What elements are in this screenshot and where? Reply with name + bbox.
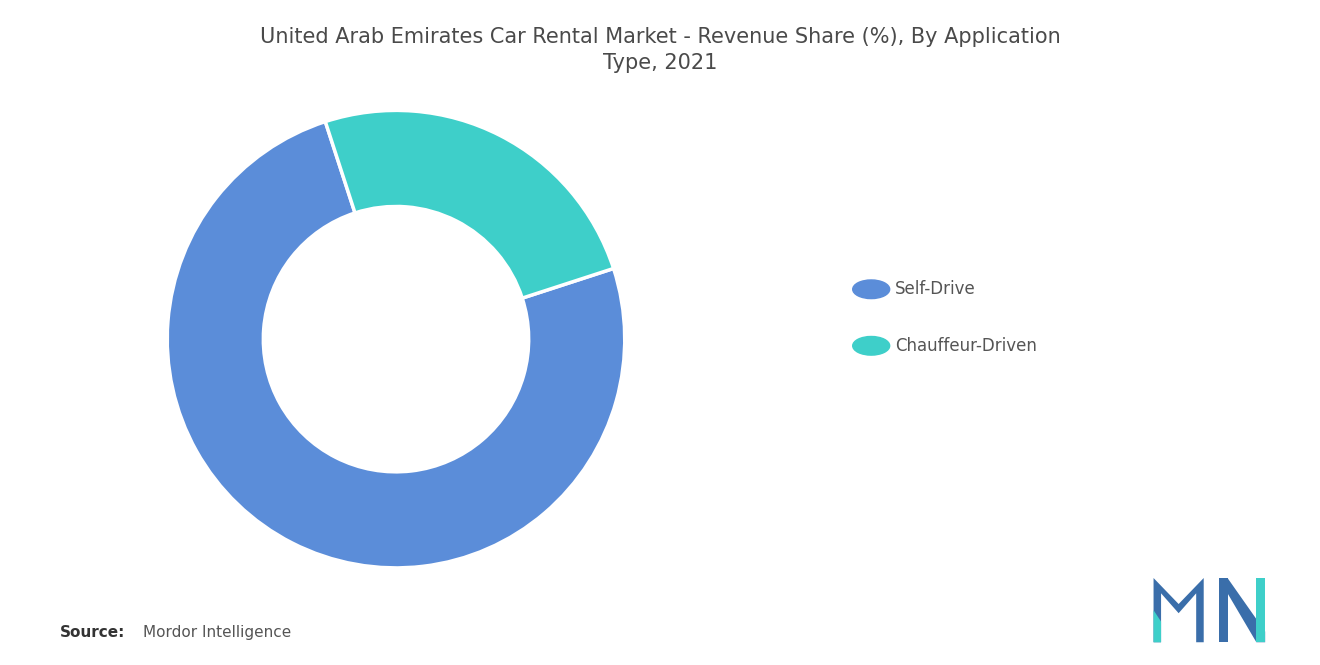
Wedge shape [325,110,614,298]
Text: Source:: Source: [59,624,125,640]
Polygon shape [1154,578,1204,642]
Text: Chauffeur-Driven: Chauffeur-Driven [895,336,1036,355]
Polygon shape [1154,610,1162,642]
Text: Self-Drive: Self-Drive [895,280,975,299]
Polygon shape [1257,578,1265,642]
Text: United Arab Emirates Car Rental Market - Revenue Share (%), By Application
Type,: United Arab Emirates Car Rental Market -… [260,27,1060,73]
Text: Mordor Intelligence: Mordor Intelligence [143,624,290,640]
Wedge shape [168,122,624,568]
Polygon shape [1218,578,1228,642]
Polygon shape [1218,578,1265,642]
